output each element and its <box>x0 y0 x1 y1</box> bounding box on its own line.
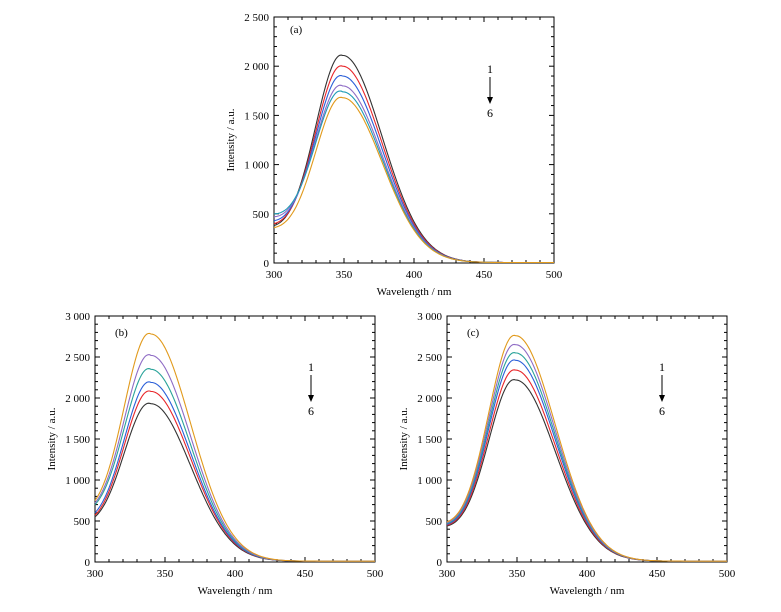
arrow-start-label: 1 <box>308 360 314 374</box>
series-line-5 <box>446 343 727 562</box>
arrow-start-label: 1 <box>659 360 665 374</box>
panel-tag: (c) <box>467 327 480 339</box>
arrow-start-label: 1 <box>487 62 493 76</box>
y-tick-label: 1 500 <box>244 110 269 122</box>
series-line-1 <box>446 379 727 562</box>
series-line-3 <box>94 381 375 562</box>
y-tick-label: 3 000 <box>417 311 442 323</box>
series-line-6 <box>446 334 727 562</box>
series-line-3 <box>273 75 554 264</box>
x-axis-title: Wavelength / nm <box>550 585 625 597</box>
y-tick-label: 2 500 <box>65 352 90 364</box>
x-tick-label: 400 <box>406 269 423 281</box>
series-line-5 <box>274 90 554 264</box>
series-line-4 <box>446 352 727 562</box>
x-tick-label: 450 <box>649 568 666 580</box>
panel-a: 300 350 400 450 500 0 500 1 000 1 500 2 000 2 500 W… <box>225 12 563 298</box>
trend-arrow-head <box>487 97 493 104</box>
x-tick-label: 450 <box>476 269 493 281</box>
y-tick-label: 500 <box>426 516 443 528</box>
y-tick-label: 500 <box>253 209 270 221</box>
y-axis-title: Intensity / a.u. <box>46 407 58 470</box>
x-tick-label: 350 <box>157 568 174 580</box>
trend-arrow-head <box>659 395 665 402</box>
x-tick-label: 400 <box>579 568 596 580</box>
y-tick-label: 1 000 <box>65 475 90 487</box>
arrow-end-label: 6 <box>308 404 314 418</box>
y-tick-label: 500 <box>74 516 91 528</box>
x-tick-label: 500 <box>546 269 563 281</box>
y-tick-label: 0 <box>264 258 270 270</box>
x-axis-title: Wavelength / nm <box>377 286 452 298</box>
y-axis-title: Intensity / a.u. <box>398 407 410 470</box>
y-tick-label: 1 000 <box>417 475 442 487</box>
y-tick-label: 3 000 <box>65 311 90 323</box>
arrow-end-label: 6 <box>487 106 493 120</box>
x-tick-label: 300 <box>266 269 283 281</box>
y-tick-label: 2 000 <box>65 393 90 405</box>
series-line-1 <box>273 54 554 264</box>
x-tick-label: 400 <box>227 568 244 580</box>
x-tick-label: 350 <box>509 568 526 580</box>
x-tick-label: 300 <box>439 568 456 580</box>
panel-c: 300 350 400 450 500 0 500 1 000 1 500 2 000 2 500 3… <box>398 311 736 597</box>
x-tick-label: 450 <box>297 568 314 580</box>
x-axis-title: Wavelength / nm <box>198 585 273 597</box>
y-tick-label: 1 000 <box>244 160 269 172</box>
y-tick-label: 2 500 <box>417 352 442 364</box>
y-tick-label: 2 000 <box>244 61 269 73</box>
x-tick-label: 500 <box>719 568 736 580</box>
series-line-4 <box>273 84 554 264</box>
y-tick-label: 1 500 <box>417 434 442 446</box>
series-line-6 <box>273 96 554 264</box>
panel-tag: (a) <box>290 24 303 36</box>
series-line-2 <box>446 369 727 562</box>
panel-tag: (b) <box>115 327 128 339</box>
y-tick-label: 0 <box>85 557 91 569</box>
x-tick-label: 350 <box>336 269 353 281</box>
y-axis-title: Intensity / a.u. <box>225 108 237 171</box>
y-tick-label: 1 500 <box>65 434 90 446</box>
y-tick-label: 2 000 <box>417 393 442 405</box>
arrow-end-label: 6 <box>659 404 665 418</box>
trend-arrow-head <box>308 395 314 402</box>
y-tick-label: 0 <box>437 557 443 569</box>
x-tick-label: 300 <box>87 568 104 580</box>
y-tick-label: 2 500 <box>244 12 269 24</box>
series-line-3 <box>446 359 727 562</box>
series-line-6 <box>94 332 375 562</box>
panel-b: 300 350 400 450 500 0 500 1 000 1 500 2 000 2 500 3… <box>46 311 384 597</box>
series-line-2 <box>273 65 554 264</box>
x-tick-label: 500 <box>367 568 384 580</box>
